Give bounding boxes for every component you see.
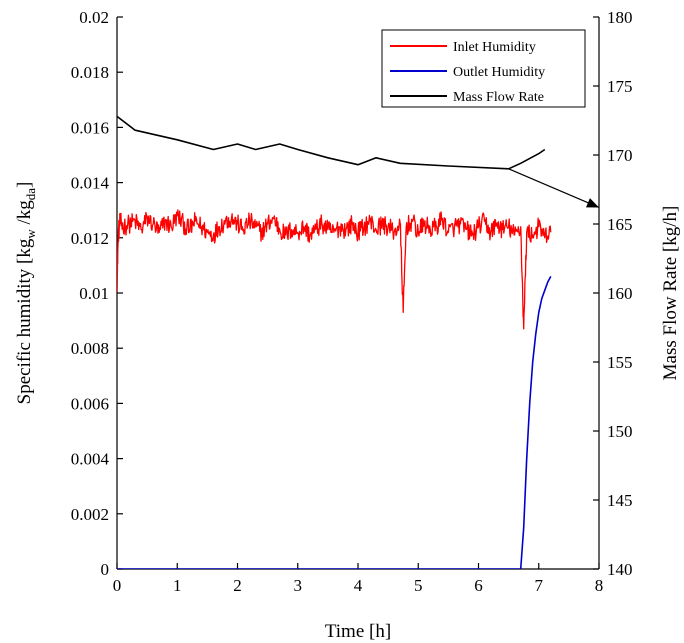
right-y-axis-title: Mass Flow Rate [kg/h] bbox=[660, 206, 681, 381]
left-y-title-main: Specific humidity [kg bbox=[14, 238, 35, 404]
legend-label: Inlet Humidity bbox=[453, 40, 536, 55]
left-y-axis-ticks: 0 0.002 0.004 0.006 0.008 0.01 0.012 0.014 0.016… bbox=[71, 8, 123, 579]
left-y-tick-label: 0.004 bbox=[71, 450, 110, 469]
left-y-axis-title: Specific humidity [kgw /kgda] bbox=[14, 182, 38, 405]
series-line-mass-flow-rate bbox=[117, 115, 546, 170]
right-y-tick-label: 180 bbox=[607, 8, 633, 27]
legend-label: Outlet Humidity bbox=[453, 65, 545, 80]
x-tick-label: 2 bbox=[233, 576, 242, 595]
right-y-tick-label: 140 bbox=[607, 560, 633, 579]
left-y-tick-label: 0.018 bbox=[71, 63, 109, 82]
left-y-tick-label: 0.012 bbox=[71, 229, 109, 248]
series-line-inlet-humidity bbox=[117, 209, 552, 330]
left-y-tick-label: 0.014 bbox=[71, 174, 110, 193]
series-line-outlet-humidity bbox=[117, 276, 552, 569]
legend-label: Mass Flow Rate bbox=[453, 90, 544, 105]
right-y-tick-label: 165 bbox=[607, 215, 633, 234]
left-y-tick-label: 0.01 bbox=[79, 284, 109, 303]
legend-items: Inlet Humidity Outlet Humidity Mass Flow R… bbox=[390, 40, 545, 105]
x-tick-label: 6 bbox=[474, 576, 483, 595]
x-tick-label: 3 bbox=[294, 576, 303, 595]
left-y-tick-label: 0.002 bbox=[71, 505, 109, 524]
annotation-arrow-head bbox=[586, 198, 599, 208]
x-tick-label: 4 bbox=[354, 576, 363, 595]
left-y-tick-label: 0 bbox=[101, 560, 110, 579]
series-layer bbox=[117, 115, 552, 569]
left-y-title-end: ] bbox=[14, 182, 35, 188]
right-y-tick-label: 175 bbox=[607, 77, 633, 96]
left-y-tick-label: 0.006 bbox=[71, 394, 109, 413]
x-axis-title: Time [h] bbox=[325, 621, 391, 642]
x-tick-label: 5 bbox=[414, 576, 423, 595]
x-tick-label: 7 bbox=[535, 576, 544, 595]
right-y-tick-label: 170 bbox=[607, 146, 633, 165]
right-y-tick-label: 145 bbox=[607, 491, 633, 510]
legend-box bbox=[381, 29, 586, 108]
right-y-tick-label: 160 bbox=[607, 284, 633, 303]
left-y-tick-label: 0.016 bbox=[71, 118, 109, 137]
x-tick-label: 1 bbox=[173, 576, 182, 595]
left-y-title-sub-w: w bbox=[23, 229, 38, 239]
left-y-tick-label: 0.008 bbox=[71, 339, 109, 358]
right-y-tick-label: 150 bbox=[607, 422, 633, 441]
right-y-axis-ticks: 140 145 150 155 160 165 170 175 180 bbox=[593, 8, 633, 579]
x-axis-ticks: 0 1 2 3 4 5 6 7 8 bbox=[113, 563, 604, 595]
annotation-arrow-line bbox=[508, 168, 600, 208]
right-y-tick-label: 155 bbox=[607, 353, 633, 372]
left-y-title-sub-da: da bbox=[23, 188, 38, 201]
annotation-layer bbox=[508, 168, 600, 208]
left-y-title-mid: /kg bbox=[14, 200, 35, 230]
x-tick-label: 0 bbox=[113, 576, 122, 595]
legend: Inlet Humidity Outlet Humidity Mass Flow R… bbox=[381, 29, 586, 108]
x-tick-label: 8 bbox=[595, 576, 604, 595]
left-y-tick-label: 0.02 bbox=[79, 8, 109, 27]
